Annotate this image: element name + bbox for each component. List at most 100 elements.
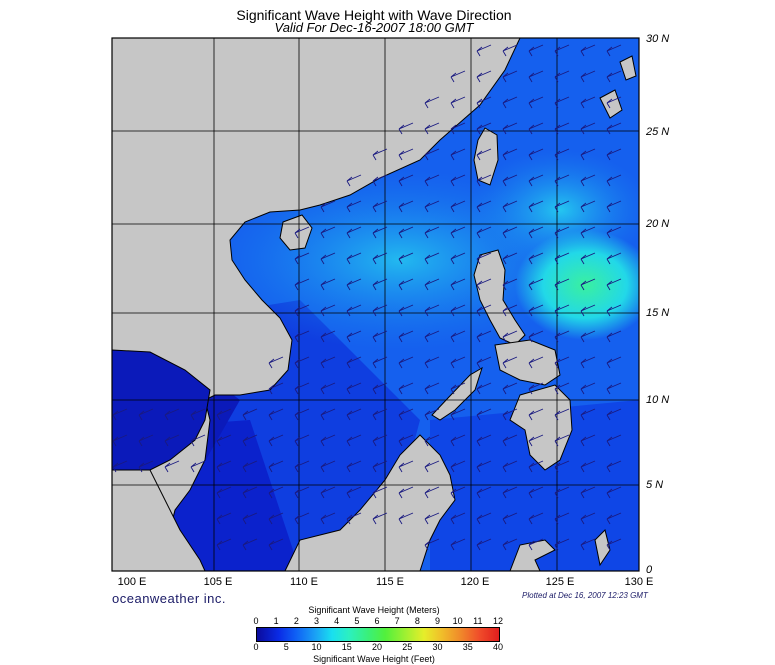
map-frame: [111, 37, 640, 572]
wave-arrow: [346, 330, 362, 343]
wave-arrow: [606, 460, 622, 473]
wave-arrow: [554, 356, 570, 369]
wave-arrow: [450, 278, 466, 291]
wave-arrow: [294, 226, 310, 239]
wave-arrow: [372, 434, 388, 447]
wave-arrow: [450, 408, 466, 421]
wave-arrow: [242, 434, 258, 447]
wave-arrow: [242, 512, 258, 525]
wave-arrow: [606, 538, 622, 551]
wave-arrow: [606, 486, 622, 499]
wave-arrow: [450, 252, 466, 265]
wave-arrow: [450, 486, 466, 499]
wave-arrow: [554, 200, 570, 213]
wave-arrow: [528, 70, 544, 83]
legend-colorbar: [256, 627, 500, 642]
wave-arrow: [320, 330, 336, 343]
wave-arrow: [606, 200, 622, 213]
legend-feet-tick: 30: [432, 642, 443, 652]
wave-arrow: [372, 278, 388, 291]
wave-arrow: [450, 96, 466, 109]
wave-arrow: [398, 408, 414, 421]
wave-arrow: [372, 330, 388, 343]
lon-label-115e: 115 E: [376, 576, 404, 588]
wave-arrow: [502, 512, 518, 525]
wave-arrow: [372, 174, 388, 187]
land-luzon: [473, 249, 526, 346]
wave-arrow: [268, 434, 284, 447]
wave-arrow: [138, 434, 154, 447]
wave-arrow: [606, 226, 622, 239]
wave-arrow: [502, 252, 518, 265]
wave-arrow: [346, 382, 362, 395]
wave-arrow: [502, 96, 518, 109]
legend-meters-tick: 1: [273, 616, 279, 626]
wave-arrow: [476, 408, 492, 421]
legend-feet-tick: 15: [341, 642, 352, 652]
wave-arrow: [580, 44, 596, 57]
wave-arrow: [398, 382, 414, 395]
wave-arrow: [294, 512, 310, 525]
wave-arrow: [476, 96, 492, 109]
wave-arrow: [528, 330, 544, 343]
land-sulawesi: [509, 539, 556, 571]
wave-arrow: [372, 304, 388, 317]
wave-arrow: [294, 486, 310, 499]
wave-arrow: [242, 538, 258, 551]
legend-meters-tick: 7: [394, 616, 400, 626]
wave-arrow: [580, 278, 596, 291]
wave-arrow: [268, 538, 284, 551]
wave-arrow: [398, 304, 414, 317]
wave-arrow: [580, 148, 596, 161]
legend-meters-tick: 11: [473, 616, 483, 626]
wave-arrow: [320, 356, 336, 369]
wave-arrow: [424, 330, 440, 343]
lon-label-120e: 120 E: [460, 576, 490, 588]
wave-arrow: [450, 70, 466, 83]
wave-arrow: [294, 408, 310, 421]
land-kyushu: [619, 55, 637, 81]
wave-arrow: [450, 382, 466, 395]
wave-arrow: [398, 278, 414, 291]
wave-arrow: [502, 200, 518, 213]
wave-arrow: [216, 512, 232, 525]
wave-arrow: [580, 408, 596, 421]
wave-arrow: [372, 200, 388, 213]
wave-arrow: [424, 486, 440, 499]
wave-arrow: [398, 148, 414, 161]
wave-arrow: [476, 434, 492, 447]
wave-arrow: [320, 382, 336, 395]
wave-arrow: [554, 460, 570, 473]
wave-arrow: [528, 96, 544, 109]
wave-arrow: [320, 304, 336, 317]
wave-arrow: [424, 96, 440, 109]
wave-arrow: [320, 252, 336, 265]
plotted-timestamp: Plotted at Dec 16, 2007 12:23 GMT: [522, 591, 648, 600]
legend-meters-tick: 10: [452, 616, 463, 626]
wave-arrow: [216, 460, 232, 473]
wave-arrow: [528, 486, 544, 499]
wave-arrow: [476, 44, 492, 57]
wave-arrow: [294, 382, 310, 395]
wave-arrow: [502, 330, 518, 343]
wave-arrow: [528, 226, 544, 239]
brand-logo-text: oceanweather inc.: [112, 591, 227, 606]
wave-arrow: [606, 122, 622, 135]
legend-meters-tick: 8: [414, 616, 420, 626]
wave-arrow: [424, 122, 440, 135]
wave-arrow: [606, 434, 622, 447]
wave-arrow: [138, 408, 154, 421]
wave-arrow: [528, 512, 544, 525]
wave-arrow: [528, 382, 544, 395]
wave-arrow: [476, 538, 492, 551]
legend-feet-title: Significant Wave Height (Feet): [313, 654, 435, 664]
wave-arrow: [242, 486, 258, 499]
wave-arrow: [554, 278, 570, 291]
lat-label-20n: 20 N: [646, 218, 670, 230]
wave-arrow: [606, 148, 622, 161]
wave-arrow: [450, 434, 466, 447]
wave-arrow: [268, 382, 284, 395]
wave-arrow: [424, 460, 440, 473]
wave-arrow: [554, 408, 570, 421]
wave-arrow: [190, 460, 206, 473]
